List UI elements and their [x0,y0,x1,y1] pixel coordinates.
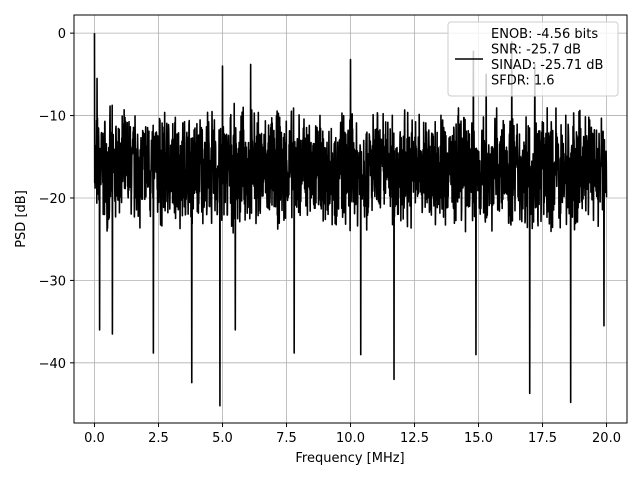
y-tick-label: −20 [39,192,66,207]
x-tick-label: 5.0 [212,431,233,446]
x-axis-label: Frequency [MHz] [295,451,404,466]
ticks: 0.0 2.5 5.0 7.5 10.0 12.5 15.0 17.5 20.0 0 −10 −20 −… [39,27,621,446]
y-tick-label: −40 [39,357,66,372]
psd-series-line [93,33,608,407]
y-axis-label: PSD [dB] [14,190,29,248]
x-tick-label: 10.0 [336,431,365,446]
x-tick-label: 0.0 [84,431,105,446]
x-tick-label: 15.0 [464,431,493,446]
y-tick-label: −10 [39,110,66,125]
legend-label-line: SINAD: -25.71 dB [491,58,603,73]
legend-label-line: SNR: -25.7 dB [491,43,581,58]
legend-label-line: SFDR: 1.6 [491,74,555,89]
y-tick-label: 0 [58,27,66,42]
x-tick-label: 2.5 [148,431,169,446]
series-layer [93,33,608,407]
x-tick-label: 20.0 [592,431,621,446]
x-tick-label: 12.5 [400,431,429,446]
legend: ENOB: -4.56 bits SNR: -25.7 dB SINAD: -25.… [447,21,619,97]
legend-label-line: ENOB: -4.56 bits [491,27,598,42]
y-tick-label: −30 [39,274,66,289]
x-tick-label: 17.5 [528,431,557,446]
x-tick-label: 7.5 [276,431,297,446]
legend-box [447,21,619,97]
legend-label: ENOB: -4.56 bits SNR: -25.7 dB SINAD: -25.… [491,27,603,89]
